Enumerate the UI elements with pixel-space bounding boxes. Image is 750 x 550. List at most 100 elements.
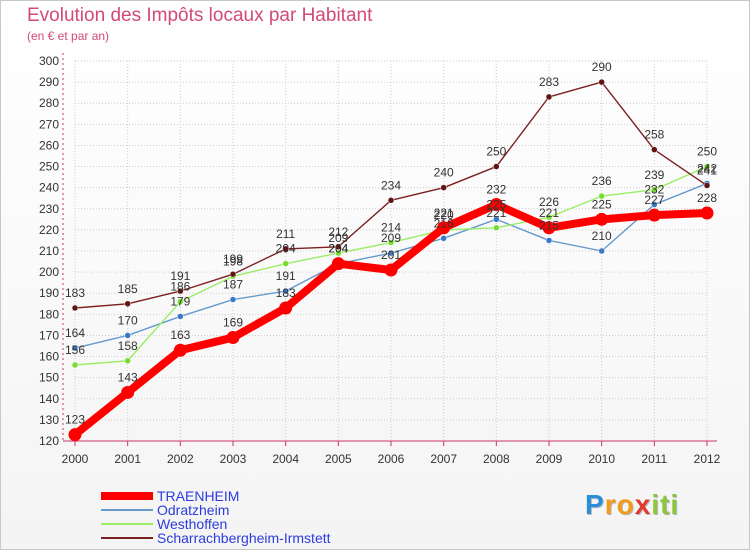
data-point <box>177 313 184 320</box>
legend-item: Odratzheim <box>101 502 230 518</box>
data-point <box>282 287 289 295</box>
data-point <box>703 182 711 189</box>
data-label: 143 <box>118 370 138 384</box>
data-label: 191 <box>276 269 296 283</box>
data-point <box>229 270 237 278</box>
chart-subtitle: (en € et par an) <box>27 29 110 43</box>
data-label: 123 <box>65 413 85 427</box>
x-tick-label: 2010 <box>588 452 615 466</box>
legend-label: Westhoffen <box>157 516 228 532</box>
data-point <box>647 208 661 222</box>
y-tick-label: 190 <box>39 286 59 300</box>
data-label: 179 <box>170 294 190 308</box>
data-label: 211 <box>276 227 295 241</box>
legend-swatch <box>101 509 153 511</box>
logo-letter: t <box>660 489 671 520</box>
y-tick-label: 260 <box>39 138 59 152</box>
data-label: 198 <box>223 254 243 268</box>
legend-item: Westhoffen <box>101 516 228 532</box>
data-label: 214 <box>381 221 401 235</box>
data-point <box>279 301 293 315</box>
data-point <box>489 198 503 212</box>
y-tick-label: 300 <box>39 54 59 68</box>
data-point <box>335 249 342 257</box>
logo-letter: P <box>585 489 605 520</box>
data-point <box>124 357 131 365</box>
data-label: 232 <box>644 183 664 197</box>
legend-swatch <box>101 523 153 525</box>
data-label: 204 <box>276 242 296 256</box>
data-label: 204 <box>328 242 348 256</box>
x-tick-label: 2002 <box>167 452 194 466</box>
data-point <box>387 197 395 204</box>
data-point <box>440 235 447 242</box>
data-label: 250 <box>486 145 506 159</box>
data-label: 228 <box>697 191 717 205</box>
data-point <box>387 249 395 257</box>
data-label: 187 <box>223 278 243 292</box>
data-label: 164 <box>65 326 85 340</box>
x-tick-label: 2001 <box>114 452 141 466</box>
data-point <box>545 213 553 221</box>
data-point <box>226 331 240 345</box>
y-tick-label: 120 <box>39 434 59 448</box>
data-label: 156 <box>65 343 85 357</box>
data-point <box>700 206 714 220</box>
x-tick-label: 2005 <box>325 452 352 466</box>
y-tick-label: 280 <box>39 96 59 110</box>
y-tick-label: 180 <box>39 307 59 321</box>
data-label: 220 <box>434 208 454 222</box>
x-tick-label: 2000 <box>62 452 89 466</box>
data-point <box>542 221 556 235</box>
data-point <box>282 260 289 267</box>
x-tick-label: 2011 <box>641 452 667 466</box>
data-label: 210 <box>592 229 612 243</box>
data-point <box>598 192 605 200</box>
data-label: 226 <box>539 195 559 209</box>
data-point <box>335 243 342 251</box>
data-point <box>493 163 500 170</box>
y-tick-label: 160 <box>39 350 59 364</box>
data-label: 236 <box>592 174 612 188</box>
y-tick-label: 250 <box>39 160 59 174</box>
data-point <box>282 245 289 253</box>
data-label: 204 <box>328 242 348 256</box>
data-point <box>121 385 135 399</box>
data-point <box>545 93 553 101</box>
y-tick-label: 170 <box>39 328 59 342</box>
data-point <box>595 212 609 226</box>
data-point <box>598 78 605 86</box>
data-label: 290 <box>592 60 612 74</box>
legend-label: TRAENHEIM <box>157 488 240 504</box>
data-label: 216 <box>434 216 454 230</box>
y-tick-label: 220 <box>39 223 59 237</box>
y-tick-label: 150 <box>39 371 59 385</box>
logo-letter: o <box>616 489 635 520</box>
data-point <box>173 343 187 357</box>
data-label: 209 <box>328 231 348 245</box>
y-tick-label: 200 <box>39 265 59 279</box>
data-point <box>331 257 345 271</box>
x-tick-label: 2009 <box>536 452 563 466</box>
x-tick-label: 2008 <box>483 452 510 466</box>
data-point <box>124 300 131 308</box>
legend-label: Odratzheim <box>157 502 230 518</box>
data-label: 185 <box>118 282 138 296</box>
x-tick-label: 2007 <box>430 452 457 466</box>
data-point <box>71 304 79 312</box>
y-tick-label: 210 <box>39 244 59 258</box>
data-label: 221 <box>434 206 454 220</box>
x-tick-label: 2004 <box>272 452 299 466</box>
data-label: 240 <box>434 166 454 180</box>
legend-item: Scharrachbergheim-Irmstett <box>101 530 331 546</box>
data-label: 242 <box>697 161 717 175</box>
data-point <box>651 146 658 153</box>
data-point <box>71 344 79 352</box>
data-label: 215 <box>539 218 559 232</box>
data-point <box>229 296 237 303</box>
data-label: 221 <box>486 206 506 220</box>
data-label: 183 <box>276 286 296 300</box>
x-tick-label: 2003 <box>220 452 247 466</box>
